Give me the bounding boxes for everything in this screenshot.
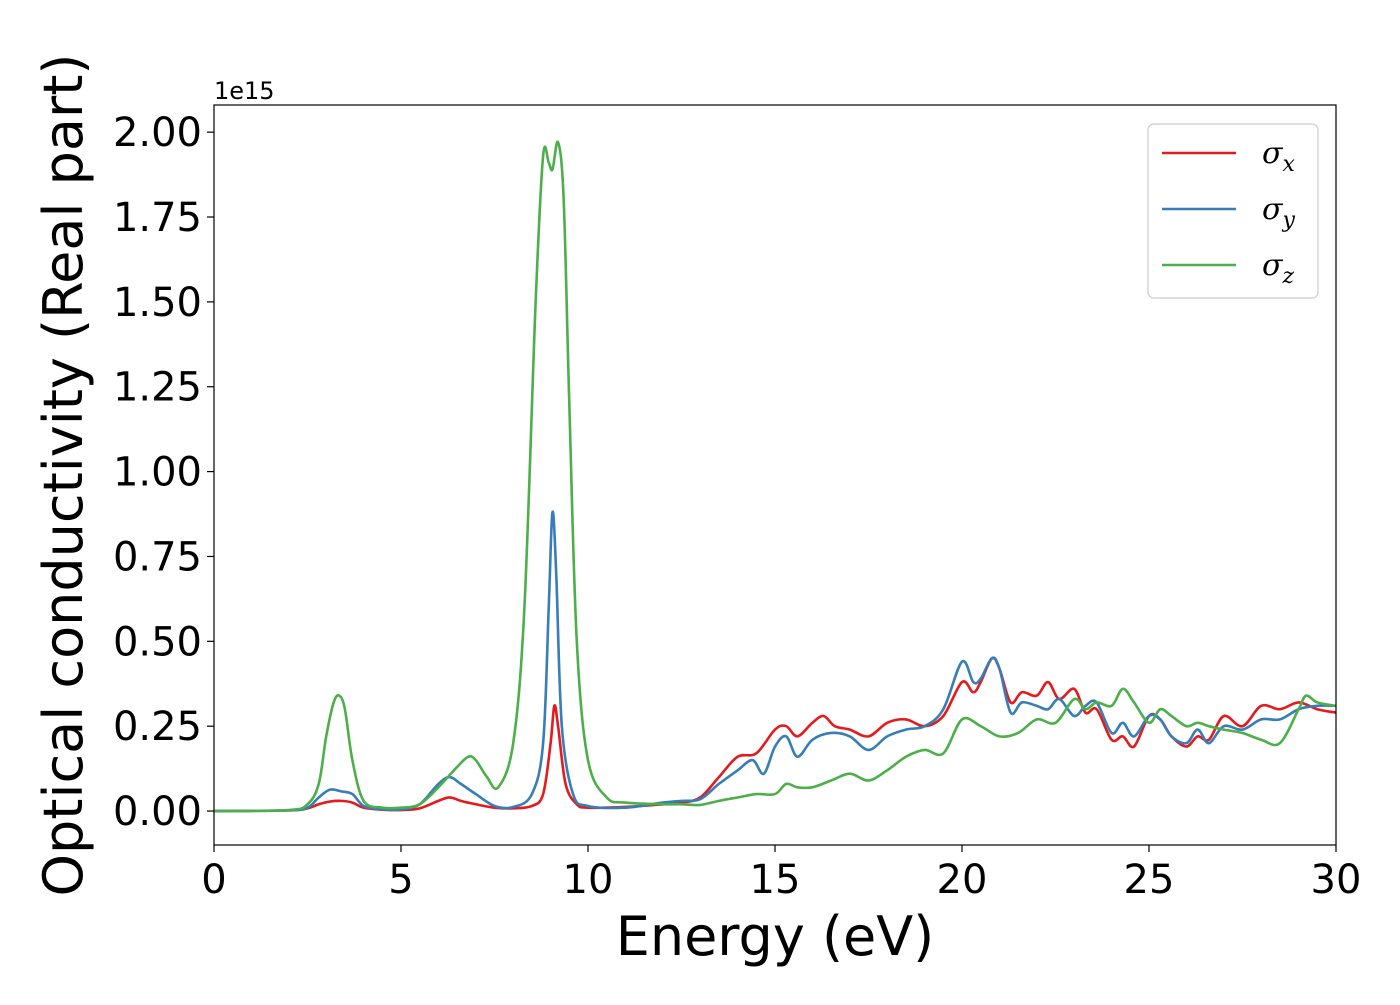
y-axis-title: Optical conductivity (Real part) (32, 54, 95, 897)
series-line-y (214, 510, 1336, 813)
y-tick-label: 0.25 (113, 704, 202, 750)
legend-box (1147, 123, 1319, 299)
legend-items: σx σy σz (1162, 136, 1295, 289)
legend: σx σy σz (1147, 123, 1319, 299)
x-tick-label: 0 (201, 857, 226, 903)
series-lines-clip (214, 140, 1336, 813)
legend-entry-x: σx (1162, 136, 1295, 177)
x-tick-label: 20 (937, 857, 988, 903)
x-tick-label: 15 (750, 857, 801, 903)
legend-label: σz (1262, 248, 1294, 289)
y-tick-label: 1.00 (113, 450, 202, 496)
y-tick-label: 0.75 (113, 534, 202, 580)
series-line-z (214, 140, 1336, 813)
y-tick-label: 0.50 (113, 619, 202, 665)
y-tick-label: 2.00 (113, 110, 202, 156)
x-tick-label: 5 (388, 857, 413, 903)
y-tick-label: 1.25 (113, 365, 202, 411)
axis-ticks: 0 5 10 15 20 25 30 0.00 0.25 0.50 0.75 1.00 1.25 1.50… (113, 110, 1362, 903)
legend-entry-y: σy (1162, 192, 1295, 233)
series-line-x (214, 656, 1336, 813)
x-tick-label: 25 (1124, 857, 1175, 903)
y-axis-offset-label: 1e15 (214, 77, 275, 105)
legend-label: σy (1262, 192, 1295, 233)
legend-entry-z: σz (1162, 248, 1294, 289)
x-tick-label: 30 (1311, 857, 1362, 903)
y-tick-label: 1.75 (113, 195, 202, 241)
x-tick-label: 10 (563, 857, 614, 903)
y-tick-label: 1.50 (113, 280, 202, 326)
series-lines (214, 140, 1336, 813)
x-axis-title: Energy (eV) (616, 905, 935, 968)
legend-label: σx (1262, 136, 1295, 177)
y-tick-label: 0.00 (113, 789, 202, 835)
